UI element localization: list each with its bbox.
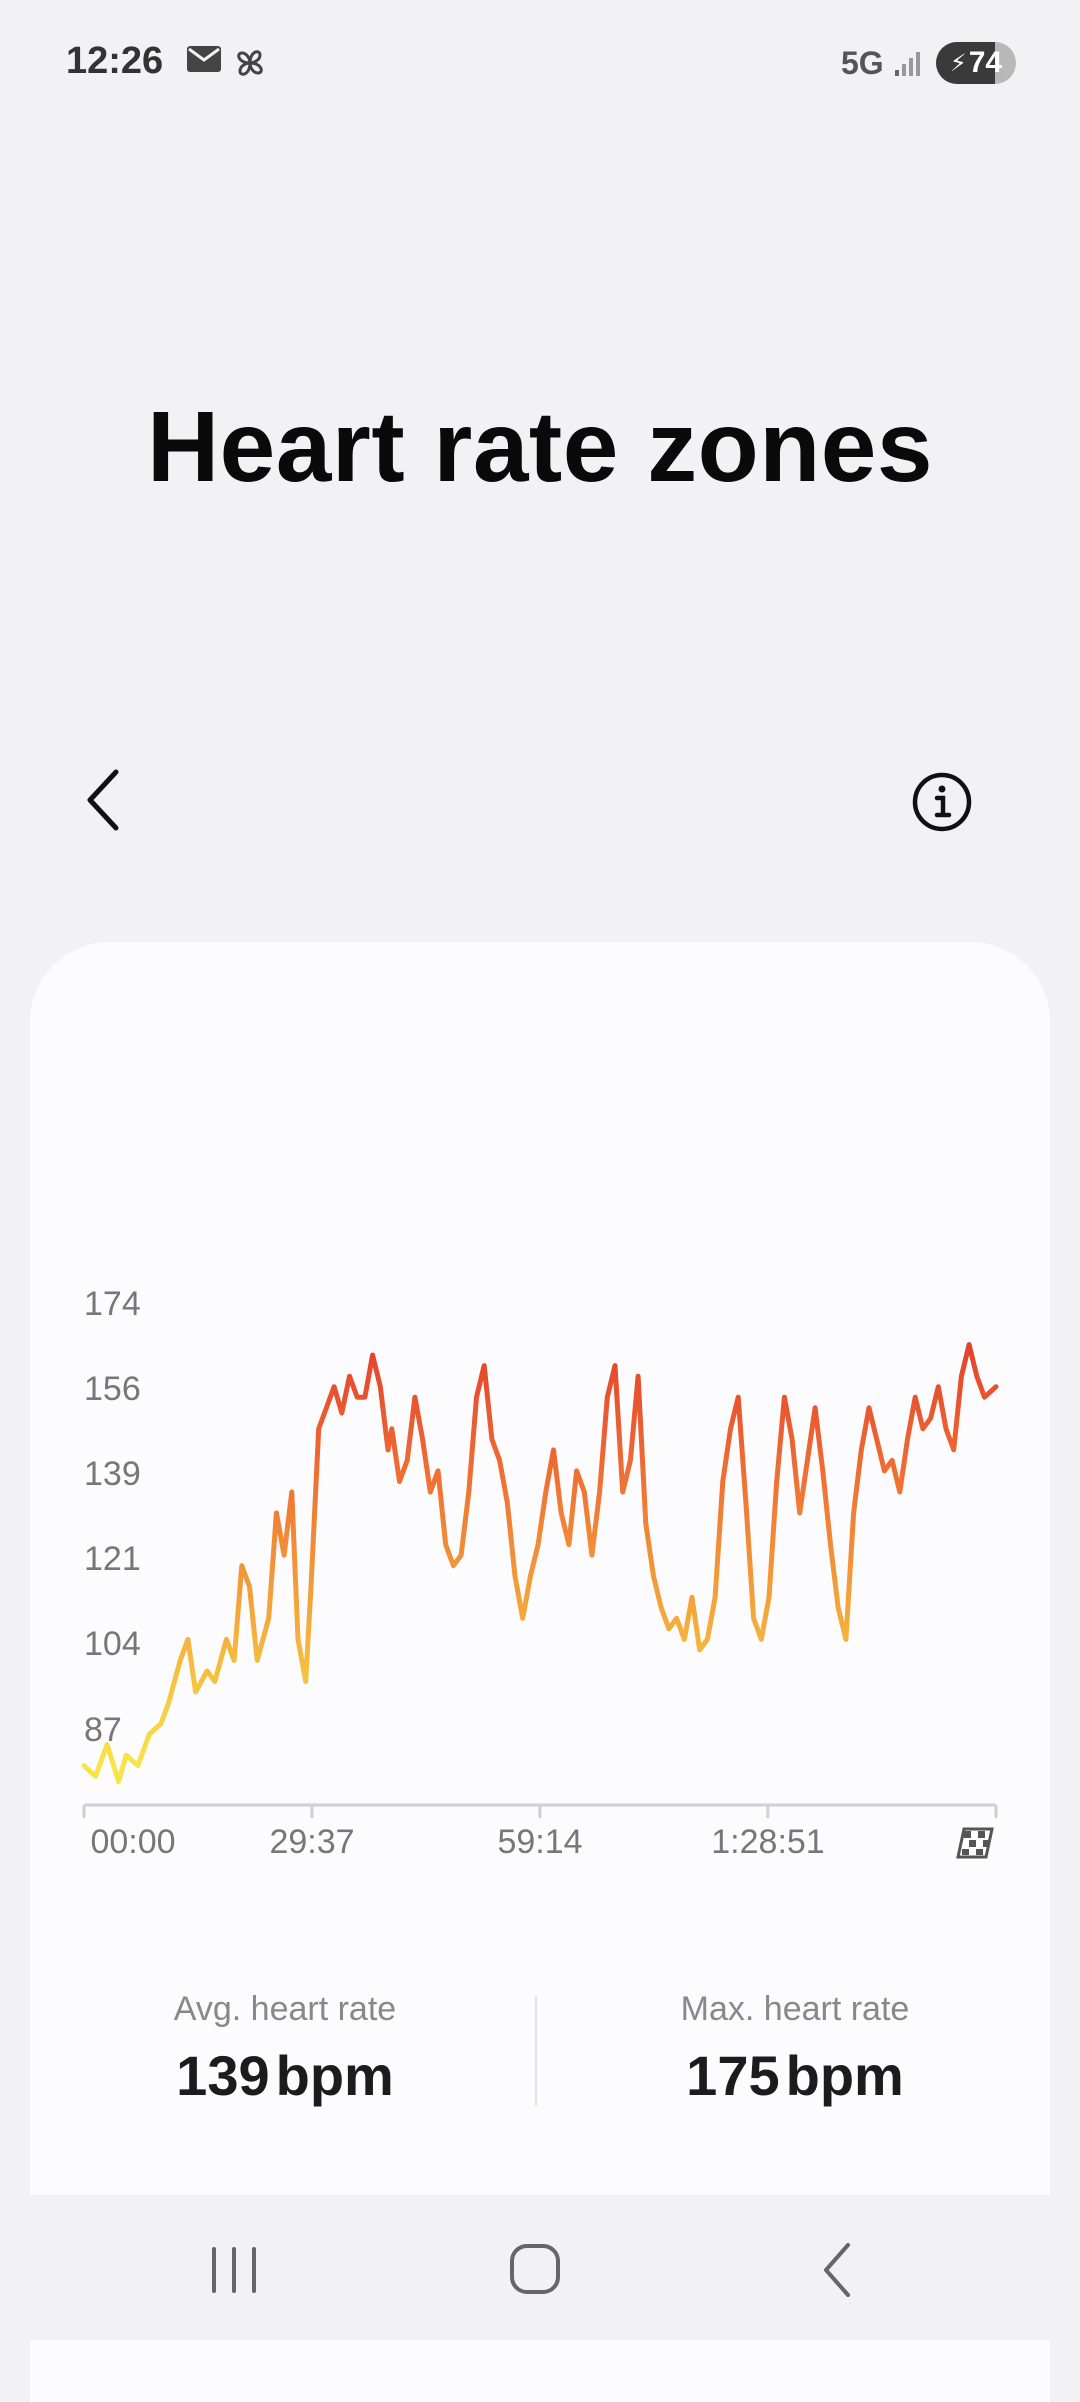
back-button[interactable] bbox=[74, 760, 134, 840]
charging-icon: ⚡ bbox=[949, 49, 967, 77]
max-heart-rate: Max. heart rate 175 bpm bbox=[540, 1990, 1050, 2108]
max-heart-rate-value: 175 bbox=[686, 2044, 780, 2107]
y-tick-label: 174 bbox=[84, 1285, 141, 1323]
home-icon bbox=[510, 2244, 560, 2294]
avg-heart-rate-value: 139 bbox=[176, 2044, 270, 2107]
navigation-bar bbox=[0, 2195, 1080, 2340]
avg-heart-rate: Avg. heart rate 139 bpm bbox=[30, 1990, 540, 2108]
y-tick-label: 121 bbox=[84, 1540, 141, 1578]
info-circle-icon bbox=[912, 772, 972, 832]
finish-flag-icon bbox=[956, 1827, 994, 1859]
info-button[interactable] bbox=[908, 768, 976, 836]
recent-apps-icon bbox=[212, 2247, 256, 2293]
x-tick-label: 29:37 bbox=[269, 1823, 355, 1861]
heart-rate-chart bbox=[81, 1342, 999, 1859]
battery-indicator: ⚡ 74 bbox=[936, 42, 1016, 84]
avg-heart-rate-label: Avg. heart rate bbox=[173, 1990, 397, 2028]
home-button[interactable] bbox=[495, 2235, 575, 2305]
recent-apps-button[interactable] bbox=[194, 2235, 274, 2305]
max-heart-rate-unit: bpm bbox=[785, 2044, 904, 2107]
battery-level: 74 bbox=[968, 46, 1003, 79]
stats-divider bbox=[535, 1996, 537, 2106]
heart-rate-stats: Avg. heart rate 139 bpm Max. heart rate 1… bbox=[30, 1990, 1050, 2130]
status-time: 12:26 bbox=[66, 40, 164, 82]
x-tick-label: 00:00 bbox=[90, 1823, 176, 1861]
heart-rate-line bbox=[81, 1342, 999, 1784]
x-tick-label: 59:14 bbox=[497, 1823, 583, 1861]
status-bar: 12:26 5G ⚡ 74 bbox=[0, 0, 1080, 120]
avg-heart-rate-unit: bpm bbox=[275, 2044, 394, 2107]
signal-icon bbox=[895, 52, 920, 76]
back-icon bbox=[824, 2243, 850, 2297]
pinwheel-icon bbox=[237, 50, 263, 76]
y-tick-label: 87 bbox=[84, 1711, 122, 1749]
mail-icon bbox=[187, 46, 221, 72]
max-heart-rate-label: Max. heart rate bbox=[680, 1990, 910, 2028]
x-tick-label: 1:28:51 bbox=[711, 1823, 825, 1861]
y-tick-label: 156 bbox=[84, 1370, 141, 1408]
network-type: 5G bbox=[841, 45, 884, 81]
nav-back-button[interactable] bbox=[798, 2235, 878, 2305]
y-tick-label: 139 bbox=[84, 1455, 141, 1493]
page-title: Heart rate zones bbox=[146, 391, 934, 503]
chart-card bbox=[30, 942, 1050, 2402]
y-tick-label: 104 bbox=[84, 1625, 141, 1663]
chevron-left-icon bbox=[87, 769, 119, 831]
